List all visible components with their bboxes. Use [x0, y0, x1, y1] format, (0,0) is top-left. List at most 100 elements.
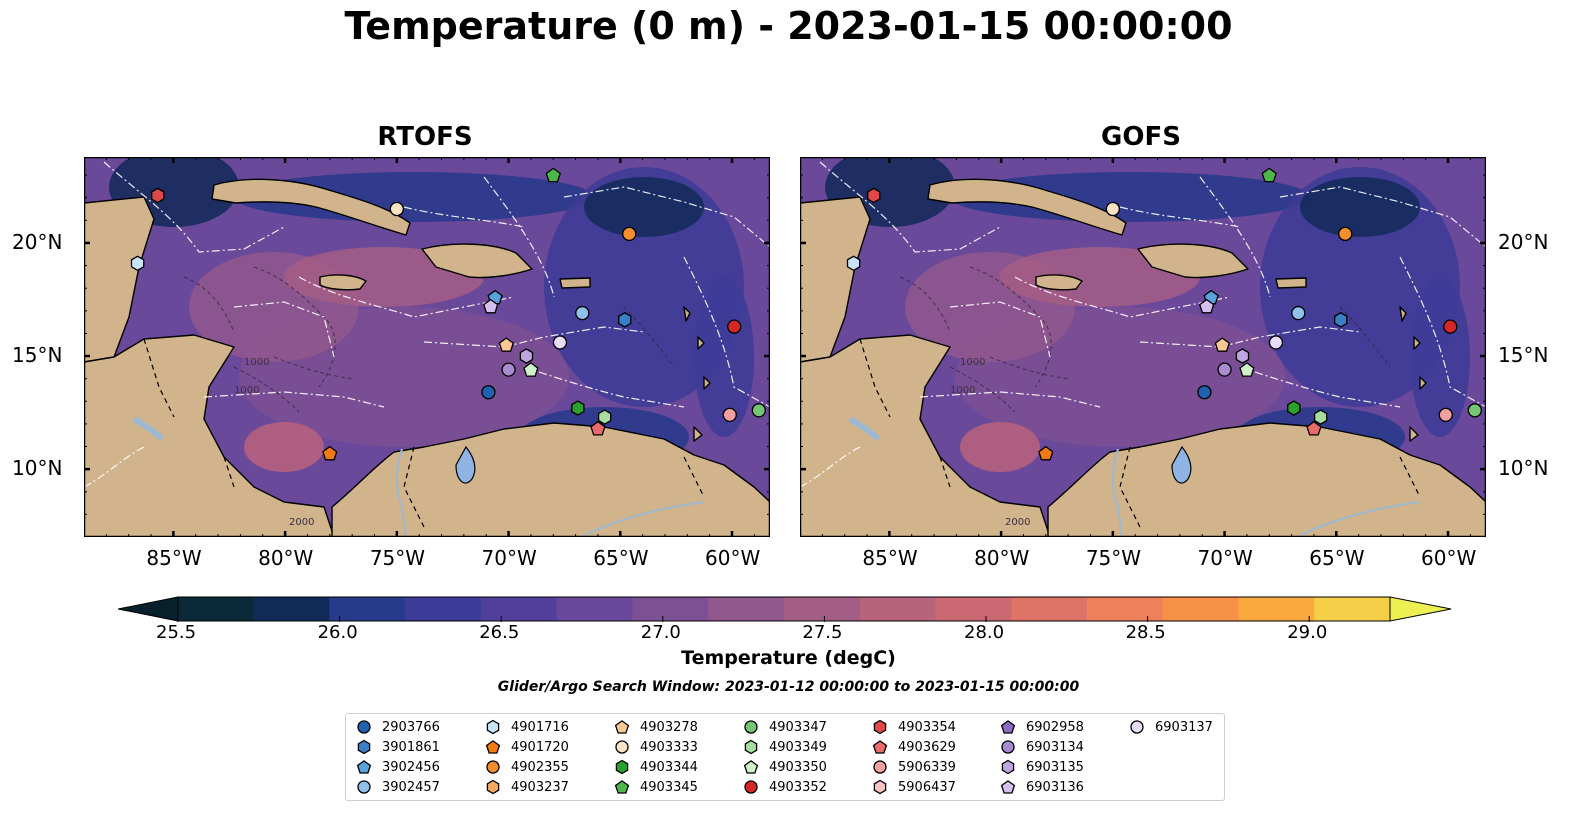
float-marker-6903134	[501, 362, 516, 377]
depth-contour	[273, 356, 355, 380]
float-marker-4903333	[389, 201, 404, 217]
temperature-field	[1260, 167, 1460, 407]
legend-pentagon-icon	[485, 740, 501, 754]
legend-circle-icon	[744, 720, 758, 734]
legend-item: 4901720	[483, 737, 569, 757]
colorbar-segment	[1162, 597, 1240, 621]
legend-item: 4903349	[741, 737, 827, 757]
gofs-frame	[800, 157, 1486, 537]
float-marker-4901716	[130, 255, 145, 272]
float-marker-6903135	[519, 348, 534, 364]
eez-boundary	[233, 301, 335, 358]
float-marker-6903134	[1217, 362, 1232, 377]
colorbar-tick: 26.5	[479, 622, 520, 643]
legend-label: 4903333	[640, 739, 698, 755]
float-marker-4903629	[590, 420, 606, 436]
colorbar-tick: 27.5	[802, 622, 843, 643]
eez-boundary	[203, 391, 385, 408]
legend-marker	[1000, 720, 1016, 734]
legend-pentagon-icon	[872, 740, 888, 754]
puerto-rico-land	[1275, 277, 1307, 289]
hispaniola-land	[1137, 243, 1249, 279]
legend-hexagon-icon	[744, 739, 758, 755]
legend-label: 4903278	[640, 719, 698, 735]
legend-marker	[1130, 720, 1144, 734]
legend-marker	[357, 780, 371, 794]
lat-label: 10°N	[1498, 456, 1549, 481]
float-marker-3902457	[575, 305, 590, 321]
legend-label: 4903352	[769, 779, 827, 795]
colorbar-segment	[1087, 597, 1164, 621]
legend-label: 6903136	[1026, 779, 1084, 795]
legend-marker	[744, 739, 758, 755]
lon-label: 75°W	[1085, 546, 1142, 570]
legend-label: 4903345	[640, 779, 698, 795]
rtofs-frame	[84, 157, 770, 537]
lat-label: 20°N	[1498, 229, 1549, 254]
legend-marker	[1001, 759, 1015, 775]
float-marker-4903349	[597, 409, 612, 425]
float-marker-4903344	[571, 400, 585, 416]
colorbar-label: Temperature (degC)	[681, 647, 896, 669]
eez-boundary	[483, 176, 555, 298]
lesser-antilles-land	[683, 306, 711, 442]
depth-contour	[899, 276, 951, 333]
legend-item: 6903136	[998, 777, 1084, 797]
float-marker-4903352	[727, 319, 742, 334]
float-marker-4903354	[151, 187, 165, 204]
legend-label: 4903237	[511, 779, 569, 795]
legend-marker	[356, 760, 372, 774]
float-marker-4902355	[1338, 226, 1353, 242]
legend-pentagon-icon	[743, 760, 759, 774]
legend-pentagon-icon	[1000, 780, 1016, 794]
lat-label: 15°N	[1498, 343, 1549, 368]
lon-label: 80°W	[974, 546, 1030, 570]
float-marker-4903350	[1239, 362, 1255, 377]
float-marker-4903350	[523, 362, 539, 377]
legend-pentagon-icon	[356, 760, 372, 774]
colorbar-segment	[708, 597, 785, 621]
legend-pentagon-icon	[1000, 720, 1016, 734]
colorbar-tick: 28.5	[1125, 622, 1166, 643]
lesser-antilles-land	[1399, 306, 1427, 442]
legend-item: 3902457	[354, 777, 440, 797]
south-america-land	[1047, 422, 1486, 537]
legend-label: 4903354	[898, 719, 956, 735]
lon-label: 85°W	[146, 546, 202, 570]
eez-boundary	[403, 206, 525, 228]
colorbar-segment	[329, 597, 406, 621]
legend-marker	[486, 719, 500, 735]
eez-boundary	[1119, 206, 1241, 228]
eez-boundary	[103, 161, 285, 253]
float-marker-6903136	[1199, 298, 1215, 314]
rtofs-map: 1000 1000 2000	[84, 157, 770, 537]
legend-hexagon-icon	[873, 719, 887, 735]
colorbar-tick: 26.0	[317, 622, 358, 643]
legend-label: 4902355	[511, 759, 569, 775]
legend-marker	[614, 720, 630, 734]
float-marker-5906339	[1438, 407, 1453, 423]
legend-item: 3902456	[354, 757, 440, 777]
legend-circle-icon	[357, 780, 371, 794]
lon-label: 85°W	[862, 546, 918, 570]
legend-item: 4903333	[612, 737, 698, 757]
contour-label: 1000	[244, 357, 269, 368]
legend-label: 6902958	[1026, 719, 1084, 735]
legend-marker	[744, 780, 758, 794]
temperature-colorbar	[118, 596, 1452, 622]
contour-label: 2000	[289, 517, 314, 528]
float-marker-3902457	[1291, 305, 1306, 321]
legend-marker	[485, 740, 501, 754]
legend-item: 4903354	[870, 717, 956, 737]
colorbar-frame	[177, 596, 1391, 622]
float-marker-4903278	[498, 337, 514, 352]
float-marker-4903352	[1443, 319, 1458, 334]
legend-item: 6903137	[1127, 717, 1213, 737]
temperature-field	[694, 277, 754, 437]
lon-label: 80°W	[258, 546, 314, 570]
river	[1111, 448, 1123, 537]
panel-title-gofs: GOFS	[1101, 122, 1181, 152]
lon-label: 70°W	[481, 546, 537, 570]
legend-item: 5906437	[870, 777, 956, 797]
legend-marker	[873, 760, 887, 774]
